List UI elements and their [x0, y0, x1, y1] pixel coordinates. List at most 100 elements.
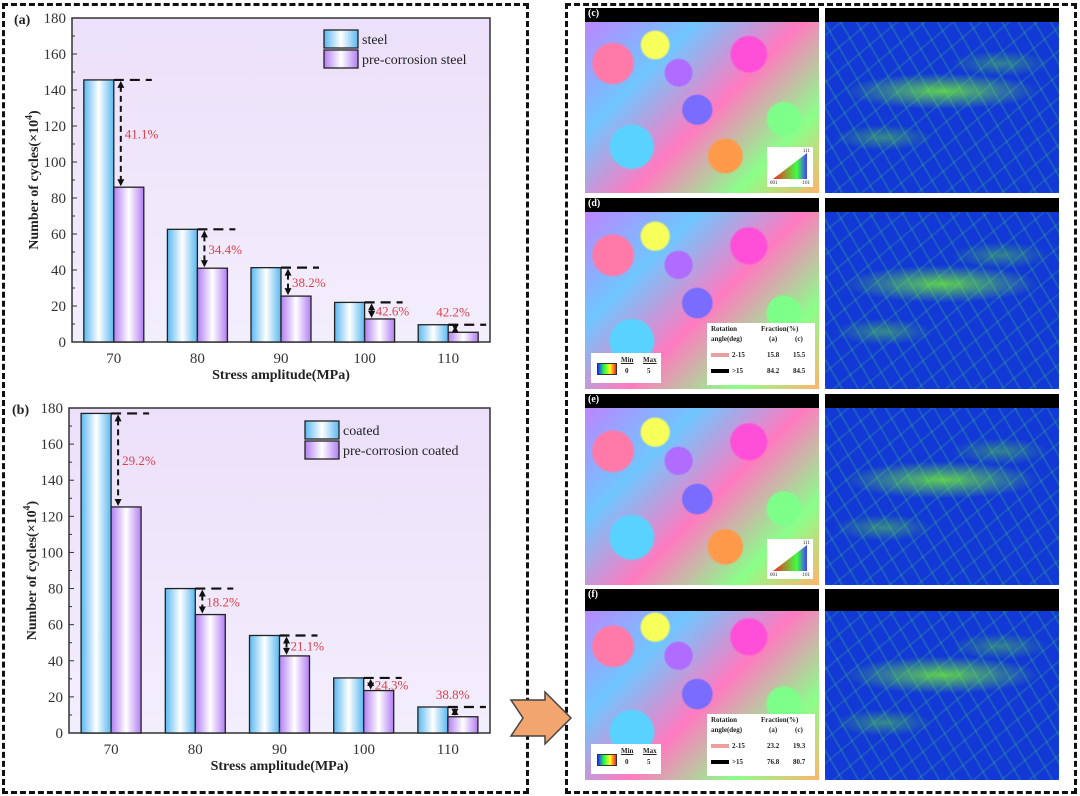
legend-swatch — [323, 49, 359, 69]
x-axis-label: Stress amplitude(MPa) — [212, 368, 350, 383]
ipf-key-001: 001 — [770, 573, 778, 578]
x-tick-label: 80 — [188, 742, 203, 758]
bar-series-1 — [250, 267, 282, 343]
value-c-high: 80.7 — [793, 758, 806, 766]
range-low: 2-15 — [732, 742, 745, 750]
ipf-map-d: (d) Min Max 0 5 Rotation Fraction(%) angl… — [585, 198, 819, 389]
value-c-low: 15.5 — [793, 351, 806, 359]
arrowhead-up — [368, 303, 376, 311]
x-tick-label: 100 — [352, 742, 375, 758]
bar-series-2 — [363, 318, 396, 343]
panel-label-f: (f) — [587, 589, 599, 600]
arrowhead-up — [114, 414, 122, 422]
x-tick-label: 110 — [437, 351, 459, 367]
bar-series-1 — [417, 706, 449, 734]
value-c-low: 19.3 — [793, 742, 806, 750]
high-angle-swatch — [711, 369, 729, 374]
y-tick-label: 40 — [51, 263, 66, 279]
ipf-triangle-key: 111 001 101 — [767, 147, 813, 187]
arrowhead-up — [200, 230, 208, 238]
ipf-key-101: 101 — [802, 573, 811, 578]
legend-swatch — [323, 29, 359, 49]
kam-scale-legend: Min Max 0 5 — [591, 353, 661, 383]
x-tick-label: 90 — [272, 742, 287, 758]
right-ebsd-frame — [565, 3, 1077, 794]
arrowhead-down — [451, 324, 459, 332]
bar-series-1 — [164, 587, 196, 734]
low-angle-swatch — [711, 744, 729, 749]
ipf-map-f: (f) Min Max 0 5 Rotation Fraction(%) angl… — [585, 589, 819, 780]
y-tick-label: 60 — [48, 618, 63, 634]
col-c-header: (c) — [795, 335, 803, 343]
kam-map-e — [825, 394, 1059, 585]
kam-map-d — [825, 198, 1059, 389]
bar-series-1 — [80, 412, 112, 734]
kam-scale-legend: Min Max 0 5 — [591, 744, 661, 774]
reduction-label: 42.2% — [436, 305, 470, 320]
rotation-header: Rotation — [711, 325, 738, 333]
reduction-label: 38.2% — [292, 275, 326, 290]
y-axis-label: Number of cycles(×104) — [24, 110, 42, 250]
y-tick-label: 40 — [48, 654, 63, 670]
ipf-key-111: 111 — [802, 149, 810, 154]
arrowhead-up — [284, 268, 292, 276]
left-charts-frame — [2, 3, 529, 794]
bar-series-2 — [196, 267, 229, 343]
x-tick-label: 70 — [104, 742, 119, 758]
arrowhead-down — [117, 179, 125, 187]
bar-series-2 — [278, 655, 311, 734]
x-tick-label: 110 — [437, 742, 459, 758]
range-high: >15 — [732, 758, 743, 766]
legend-swatch — [304, 440, 340, 460]
x-tick-label: 100 — [353, 351, 376, 367]
min-value: 0 — [625, 367, 629, 375]
ipf-map-c: (c) 111 001 101 — [585, 8, 819, 193]
ipf-key-111: 111 — [802, 541, 810, 546]
reduction-label: 29.2% — [122, 453, 156, 468]
arrowhead-up — [198, 589, 206, 597]
x-tick-label: 80 — [190, 351, 205, 367]
y-axis-label: Number of cycles(×104) — [22, 500, 40, 640]
max-value: 5 — [647, 758, 651, 766]
bar-series-2 — [110, 506, 142, 734]
range-low: 2-15 — [732, 351, 745, 359]
y-tick-label: 160 — [44, 47, 67, 63]
fraction-header: Fraction(%) — [761, 325, 799, 333]
value-a-high: 76.8 — [767, 758, 780, 766]
angle-header: angle(deg) — [711, 726, 743, 734]
panel-label-c: (c) — [587, 8, 601, 19]
arrowhead-up — [117, 80, 125, 88]
max-label: Max — [643, 356, 657, 364]
bar-series-2 — [447, 716, 479, 734]
panel-label-d: (d) — [587, 198, 602, 209]
panel-label: (a) — [14, 13, 31, 28]
col-c-header: (c) — [795, 726, 803, 734]
bar-series-1 — [333, 301, 366, 343]
ipf-key-101: 101 — [802, 181, 811, 186]
reduction-label: 38.8% — [436, 687, 470, 702]
y-tick-label: 20 — [48, 690, 63, 706]
chart-a: 0 20 40 60 80 100 120 140 160 180 (a) Number of cyc… — [14, 11, 491, 383]
y-tick-label: 80 — [51, 191, 66, 207]
bar-series-2 — [280, 295, 312, 343]
high-angle-swatch — [711, 760, 729, 765]
bar-series-2 — [363, 689, 395, 734]
legend-label: steel — [362, 33, 388, 48]
y-tick-label: 180 — [41, 401, 64, 417]
min-label: Min — [621, 747, 634, 755]
range-high: >15 — [732, 367, 743, 375]
kam-colorbar — [597, 754, 617, 766]
value-a-low: 15.8 — [767, 351, 780, 359]
x-axis-label: Stress amplitude(MPa) — [211, 759, 349, 774]
reduction-label: 21.1% — [291, 639, 325, 654]
kam-map-f — [825, 589, 1059, 780]
reduction-label: 34.4% — [208, 242, 242, 257]
y-tick-label: 20 — [51, 299, 66, 315]
arrowhead-up — [283, 636, 290, 644]
reduction-label: 42.6% — [376, 304, 410, 319]
arrowhead-down — [451, 708, 459, 716]
max-value: 5 — [647, 367, 651, 375]
x-tick-label: 70 — [106, 351, 121, 367]
rotation-angle-table-f: Rotation Fraction(%) angle(deg) (a) (c) 2-1… — [707, 714, 815, 776]
y-tick-label: 140 — [41, 473, 64, 489]
